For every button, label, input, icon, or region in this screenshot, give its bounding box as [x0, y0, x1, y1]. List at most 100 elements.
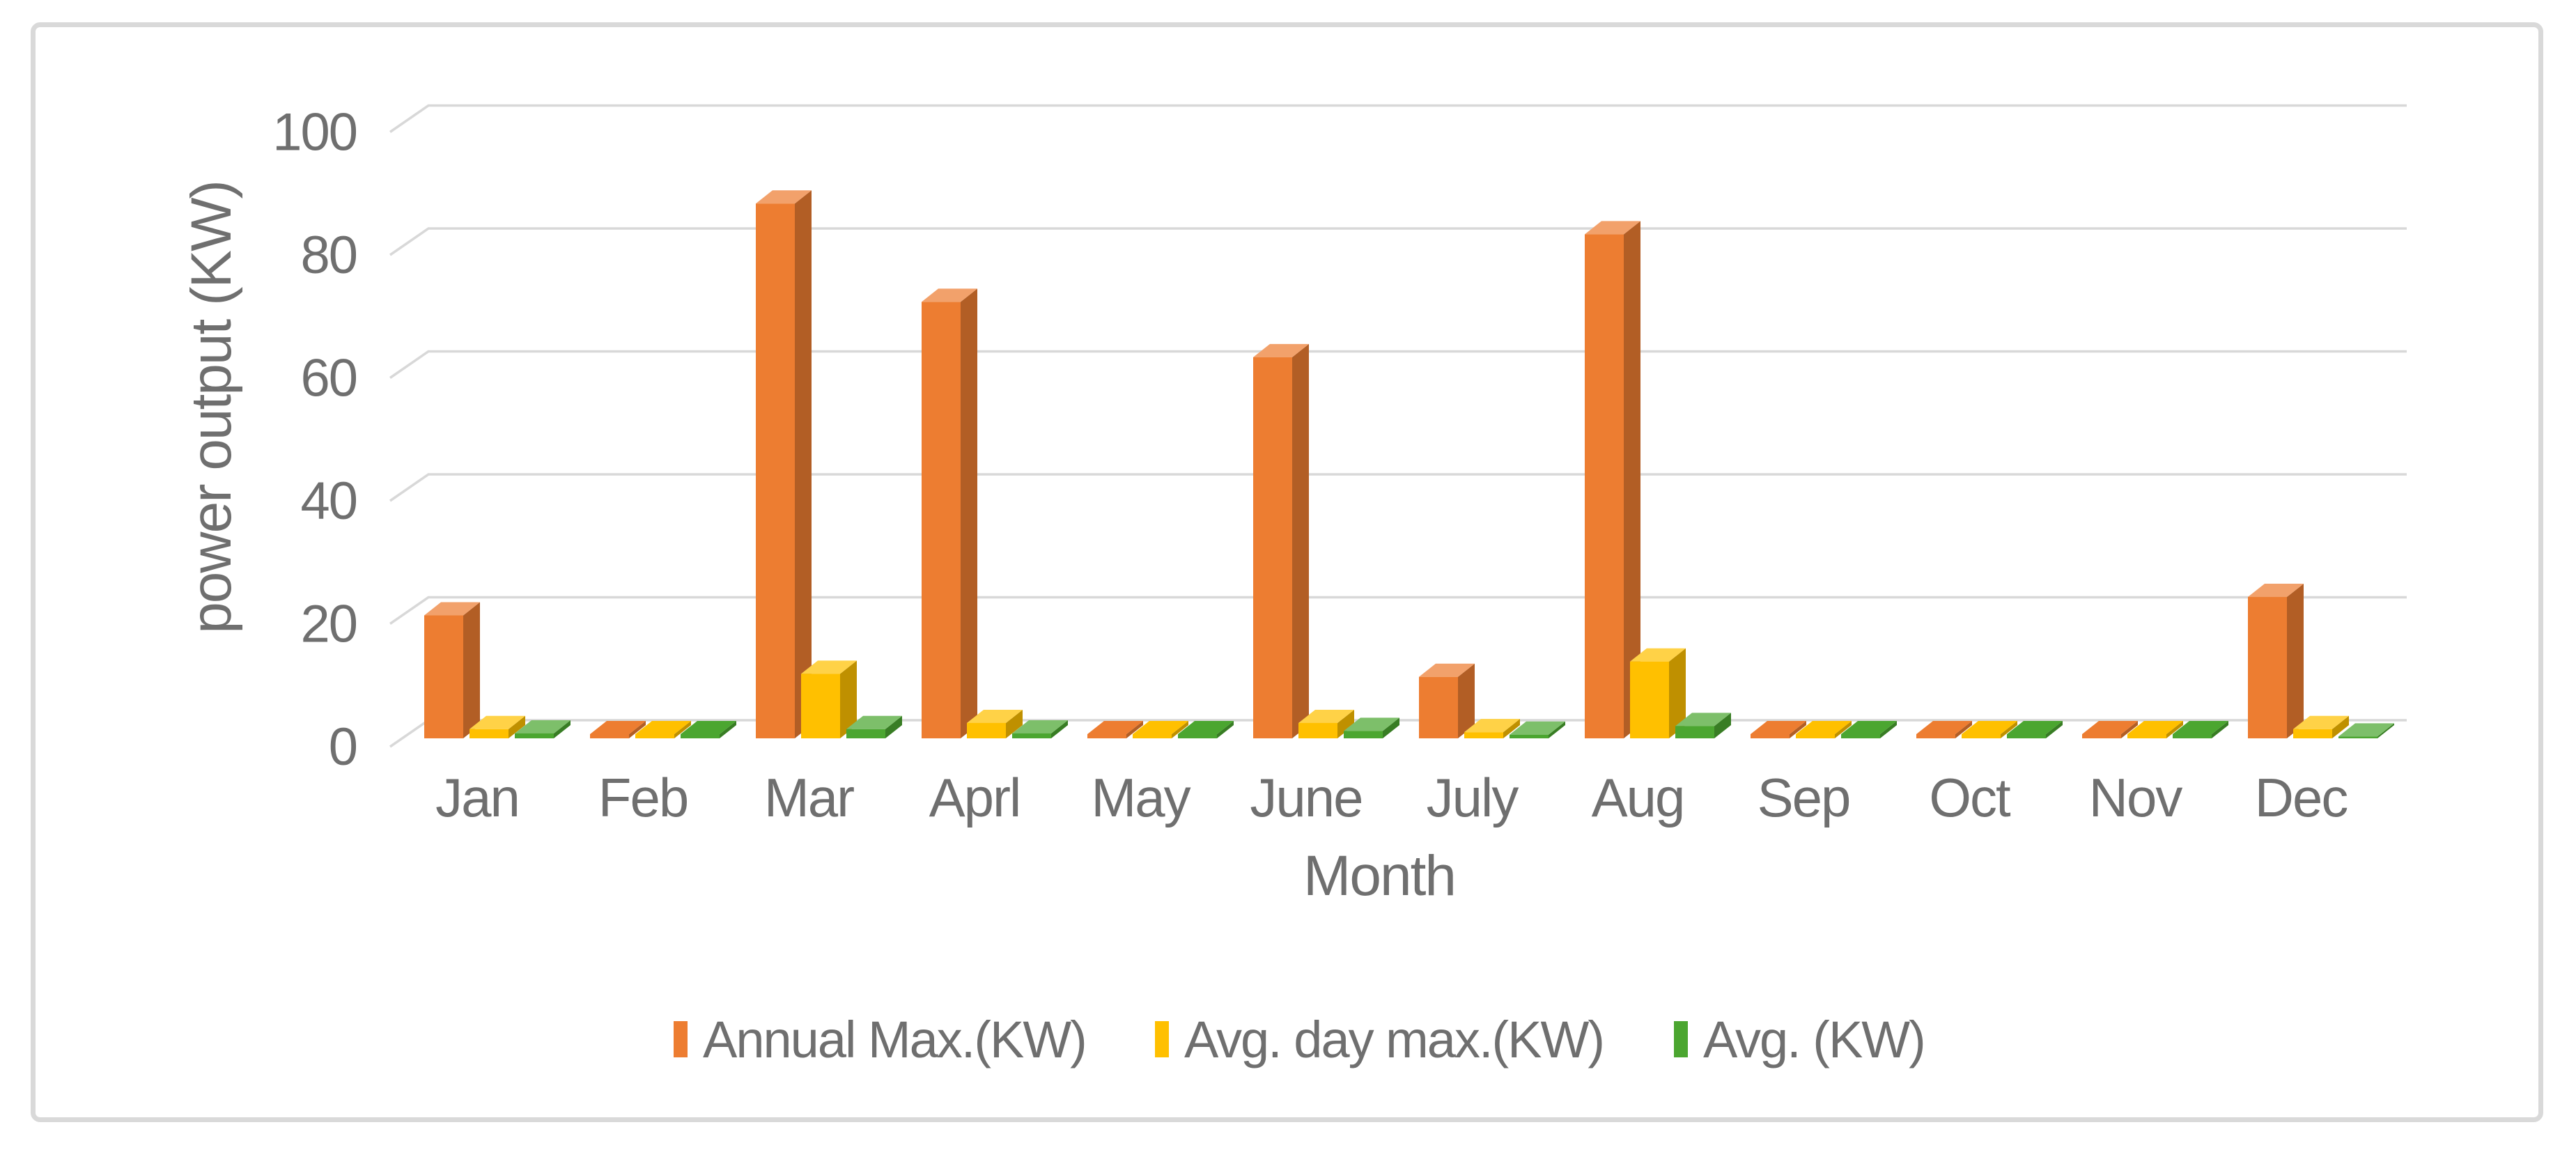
bar-avg-day-max-kw-june — [1298, 709, 1354, 738]
bar-side-face — [885, 715, 902, 738]
bar-front-face — [470, 729, 509, 738]
y-tick-label-0: 0 — [329, 717, 357, 777]
legend: Annual Max.(KW) Avg. day max.(KW) Avg. (KW… — [674, 1011, 1926, 1069]
bar-front-face — [2293, 729, 2332, 738]
bar-front-face — [2082, 734, 2121, 738]
bars — [424, 190, 2394, 739]
legend-swatch-icon — [1155, 1021, 1169, 1057]
bar-avg-day-max-kw-aprl — [967, 709, 1023, 738]
bar-top-face — [2127, 721, 2183, 734]
bar-avg-kw-mar — [846, 715, 902, 738]
bar-side-face — [1172, 721, 1188, 738]
gridline-80 — [389, 227, 2407, 256]
bar-avg-kw-may — [1178, 721, 1234, 738]
bar-group-sep — [1751, 721, 1897, 738]
bar-front-face — [846, 729, 885, 738]
bar-front-face — [1796, 734, 1835, 738]
bar-side-face — [1051, 720, 1068, 738]
bar-group-may — [1087, 721, 1234, 738]
gridlines — [389, 104, 2407, 748]
bar-top-face — [1962, 721, 2017, 734]
bar-annual-max-kw-oct — [1916, 721, 1972, 738]
month-label-dec: Dec — [2255, 767, 2348, 828]
bar-front-face — [2173, 734, 2212, 738]
bar-group-nov — [2082, 721, 2228, 738]
bar-side-face — [1669, 648, 1686, 738]
bar-front-face — [635, 734, 674, 738]
bar-avg-kw-jan — [515, 720, 571, 738]
bar-top-face — [1178, 721, 1234, 734]
bar-side-face — [1292, 343, 1309, 739]
month-label-july: July — [1427, 767, 1519, 828]
month-label-oct: Oct — [1929, 767, 2011, 828]
bar-top-face — [1419, 663, 1475, 677]
bar-top-face — [1916, 721, 1972, 734]
month-label-aug: Aug — [1592, 767, 1684, 828]
bar-front-face — [681, 734, 720, 738]
bar-top-face — [1751, 721, 1806, 734]
bar-front-face — [1298, 722, 1337, 738]
bar-top-face — [967, 709, 1023, 723]
bar-avg-day-max-kw-jan — [470, 715, 525, 738]
bar-annual-max-kw-aug — [1585, 221, 1640, 739]
bar-top-face — [1464, 719, 1520, 733]
y-axis-title: power output (KW) — [180, 181, 243, 634]
bar-side-face — [1790, 721, 1806, 738]
bar-side-face — [1955, 721, 1972, 738]
bar-top-face — [2007, 721, 2063, 734]
bar-top-face — [1087, 721, 1143, 734]
y-tick-label-100: 100 — [272, 103, 357, 162]
bar-top-face — [2338, 723, 2394, 737]
bar-annual-max-kw-feb — [590, 721, 646, 738]
month-label-may: May — [1091, 767, 1190, 828]
y-tick-labels: 0 20 40 60 80 100 — [272, 103, 358, 777]
bar-group-dec — [2248, 584, 2394, 738]
bar-front-face — [1675, 726, 1714, 738]
gridline-40 — [389, 473, 2407, 502]
bar-front-face — [590, 734, 629, 738]
bar-front-face — [1178, 734, 1217, 738]
bar-side-face — [1624, 221, 1640, 739]
bar-front-face — [1510, 734, 1549, 738]
bar-annual-max-kw-jan — [424, 602, 480, 738]
x-month-labels: Jan Feb Mar Aprl May June July Aug Sep Oct Nov Dec — [435, 767, 2348, 828]
bar-side-face — [1549, 721, 1565, 738]
bar-front-face — [756, 203, 795, 739]
bar-avg-kw-aug — [1675, 713, 1731, 738]
bar-avg-kw-nov — [2173, 721, 2228, 738]
bar-top-face — [1841, 721, 1897, 734]
bar-top-face — [635, 721, 691, 734]
bar-side-face — [1126, 721, 1143, 738]
bar-side-face — [2121, 721, 2138, 738]
legend-item-annual-max-kw: Annual Max.(KW) — [674, 1011, 1087, 1069]
bar-avg-day-max-kw-may — [1133, 721, 1188, 738]
bar-group-feb — [590, 721, 736, 738]
bar-front-face — [1344, 731, 1383, 738]
month-label-june: June — [1250, 767, 1362, 828]
bar-avg-kw-oct — [2007, 721, 2063, 738]
bar-avg-kw-dec — [2338, 723, 2394, 738]
bar-avg-day-max-kw-aug — [1630, 648, 1686, 738]
month-label-mar: Mar — [764, 767, 854, 828]
legend-label: Avg. (KW) — [1703, 1011, 1925, 1069]
bar-side-face — [795, 190, 812, 739]
bar-top-face — [590, 721, 646, 734]
bar-top-face — [2173, 721, 2228, 734]
bar-side-face — [2046, 721, 2063, 738]
bar-side-face — [2001, 721, 2017, 738]
bar-front-face — [1916, 734, 1955, 738]
legend-item-avg-day-max-kw: Avg. day max.(KW) — [1155, 1011, 1605, 1069]
bar-front-face — [801, 674, 840, 738]
month-label-aprl: Aprl — [929, 767, 1021, 828]
bar-side-face — [1714, 713, 1731, 738]
bar-annual-max-kw-mar — [756, 190, 812, 739]
bar-avg-day-max-kw-july — [1464, 719, 1520, 738]
month-label-sep: Sep — [1758, 767, 1850, 828]
bar-top-face — [2293, 715, 2349, 729]
bar-annual-max-kw-june — [1253, 343, 1309, 739]
bar-front-face — [2248, 597, 2287, 738]
bar-side-face — [2166, 721, 2183, 738]
bar-side-face — [629, 721, 646, 738]
bar-top-face — [424, 602, 480, 616]
